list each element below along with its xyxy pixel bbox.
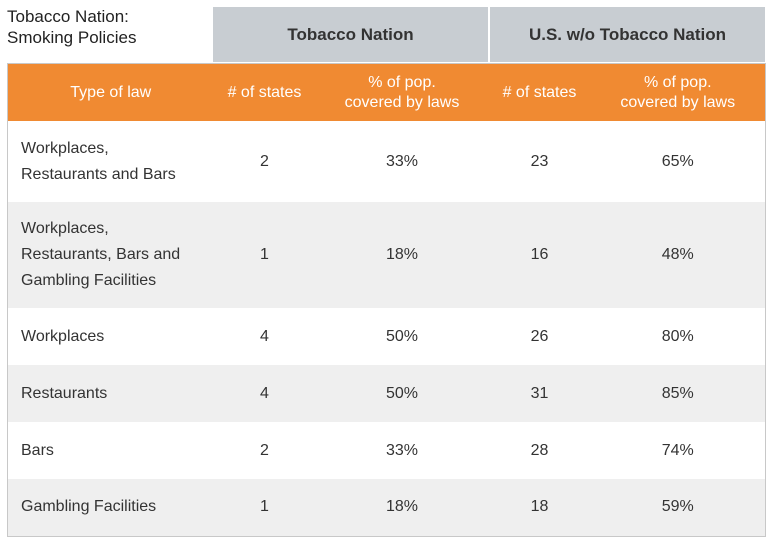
table-cell: 4 [260, 327, 269, 345]
table-cell: 2 [260, 152, 269, 170]
text-line: Gambling Facilities [21, 498, 157, 516]
table-row: Gambling Facilities 1 18% 18 59% [7, 479, 766, 536]
table-cell: 1 [213, 202, 316, 308]
table-cell: 16 [488, 202, 591, 308]
table-cell: 31 [488, 365, 591, 422]
table-cell: 85% [590, 365, 766, 422]
table-row: Restaurants 4 50% 31 85% [7, 365, 766, 422]
table-row: Workplaces, Restaurants, Bars and Gambling… [7, 202, 766, 308]
law-type: Restaurants [7, 365, 214, 422]
text-line: Smoking Policies [7, 28, 137, 47]
table-cell: 23 [530, 152, 549, 170]
header-row: Type of law # of states % of pop. covered b… [7, 63, 766, 121]
law-type: Gambling Facilities [7, 479, 214, 536]
text-line: Type of law [70, 83, 152, 101]
text-line: % of pop. [368, 73, 436, 91]
text-line: Tobacco Nation: [7, 7, 129, 26]
column-header: Type of law [7, 63, 214, 121]
column-header: # of states [213, 63, 316, 121]
column-header: # of states [488, 63, 591, 121]
text-line: Workplaces, [21, 220, 109, 237]
law-type: Workplaces, Restaurants, Bars and Gambling… [7, 202, 214, 308]
text-line: # of states [502, 83, 577, 101]
table-cell: 50% [385, 327, 419, 345]
text-line: # of states [227, 83, 302, 101]
table-cell: 59% [590, 479, 766, 536]
text-line: Restaurants and Bars [21, 165, 176, 183]
text-line: Bars [21, 441, 54, 459]
table-cell: 74% [661, 441, 694, 459]
table-cell: 28 [530, 441, 549, 459]
text-line: Restaurants, Bars and [21, 246, 181, 263]
title: Tobacco Nation: Smoking Policies [7, 6, 136, 48]
table-cell: 80% [661, 327, 694, 345]
text-line: Restaurants [21, 384, 108, 402]
table-cell: 1 [213, 479, 316, 536]
table-cell: 50% [315, 365, 489, 422]
text-line: Gambling Facilities [21, 272, 157, 289]
table-row: Workplaces 4 50% 26 80% [8, 308, 766, 365]
column-header: % of pop. covered by laws [590, 63, 766, 121]
table-cell: 26 [530, 327, 549, 345]
law-type: Workplaces [8, 308, 214, 365]
group-header: U.S. w/o Tobacco Nation [490, 7, 765, 62]
table-cell: 18% [315, 479, 489, 536]
text-line: Workplaces, [21, 139, 109, 157]
table-cell: 18% [315, 202, 489, 308]
text-line: % of pop. [643, 73, 712, 91]
table-cell: 33% [385, 152, 419, 170]
table-cell: 33% [385, 441, 419, 459]
law-type: Workplaces, Restaurants and Bars [8, 121, 214, 202]
table-cell: 65% [661, 152, 694, 170]
table-cell: 4 [213, 365, 316, 422]
column-header: % of pop. covered by laws [315, 63, 489, 121]
text-line: covered by laws [620, 93, 736, 111]
table-cell: 2 [260, 441, 269, 459]
law-type: Bars [8, 422, 214, 479]
group-header: Tobacco Nation [213, 7, 488, 62]
policy-table: Type of law # of states % of pop. covered b… [7, 63, 766, 537]
table-cell: 18 [488, 479, 591, 536]
text-line: Workplaces [21, 327, 105, 345]
text-line: covered by laws [344, 93, 460, 111]
table-row: Workplaces, Restaurants and Bars 2 33% 23 65% [8, 121, 766, 202]
table-row: Bars 2 33% 28 74% [8, 422, 766, 479]
table-cell: 48% [590, 202, 766, 308]
